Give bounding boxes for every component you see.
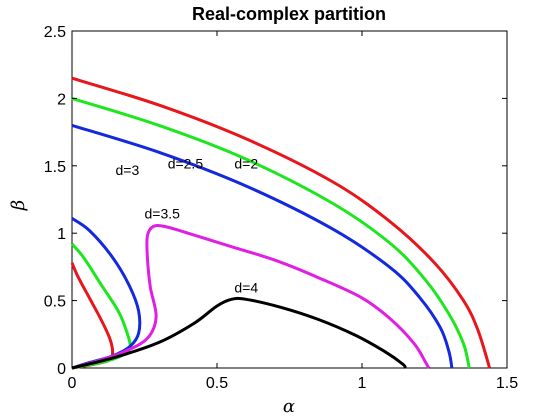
ticks-layer: 0 0.5 1 1.5 0 0.5 1 1.5 2 2.5 <box>44 24 518 392</box>
y-tick-label: 1 <box>57 226 66 243</box>
plot-area <box>71 30 508 369</box>
y-tick-label: 2 <box>57 91 66 108</box>
curve-label-d-3-5: d=3.5 <box>145 205 181 221</box>
y-tick-label: 0.5 <box>44 294 66 311</box>
y-axis-label: β <box>8 200 29 211</box>
curve-label-d-2-5: d=2.5 <box>168 155 204 171</box>
y-tick-label: 0 <box>57 361 66 378</box>
series-line-d-3-5-segment-0 <box>71 223 431 370</box>
curve-label-d-2: d=2 <box>234 155 258 171</box>
series-line-d-2-5-segment-0 <box>71 96 471 369</box>
x-tick-label: 1.5 <box>496 375 518 392</box>
annotations-layer: d=2 d=2.5 d=3 d=3.5 d=4 <box>116 155 259 295</box>
x-tick-label: 1 <box>358 375 367 392</box>
x-axis-label: α <box>283 396 295 417</box>
series-line-d-4-segment-0 <box>71 296 407 370</box>
curve-label-d-4: d=4 <box>234 280 258 296</box>
y-tick-label: 1.5 <box>44 159 66 176</box>
series-line-d-2-segment-0 <box>71 76 492 369</box>
x-tick-label: 0 <box>68 375 77 392</box>
series-line-d-3-segment-0 <box>71 123 454 369</box>
chart-title: Real-complex partition <box>192 4 386 24</box>
curves-layer <box>70 76 492 370</box>
x-tick-label: 0.5 <box>206 375 228 392</box>
curve-label-d-3: d=3 <box>116 162 140 178</box>
y-tick-label: 2.5 <box>44 24 66 41</box>
